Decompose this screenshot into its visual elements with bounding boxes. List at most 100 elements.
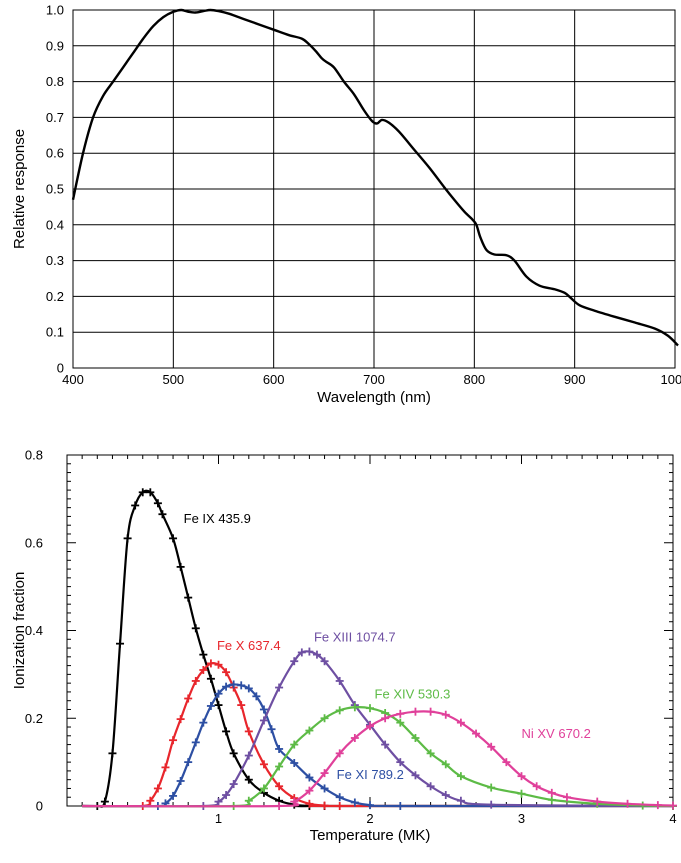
series-label-fe-ix: Fe IX 435.9 (184, 511, 251, 526)
data-point-marker (244, 727, 253, 736)
x-tick-label: 4 (669, 811, 676, 826)
data-point-marker (623, 799, 632, 808)
data-point-marker (146, 488, 155, 497)
data-point-marker (214, 797, 223, 806)
data-point-marker (502, 758, 511, 767)
response-y-axis-label: Relative response (11, 129, 28, 249)
data-point-marker (335, 793, 344, 802)
data-point-marker (487, 800, 496, 809)
data-point-marker (350, 733, 359, 742)
ionization-chart: 1 2 3 4 0 0.2 0.4 0.6 0.8 Fe IX 435.9 Fe X 637.4… (11, 448, 677, 844)
data-point-marker (176, 776, 185, 785)
data-point-marker (237, 681, 246, 690)
x-tick-label: 400 (62, 372, 84, 387)
data-point-marker (158, 510, 167, 519)
data-point-marker (441, 710, 450, 719)
data-point-marker (396, 758, 405, 767)
data-point-marker (335, 749, 344, 758)
data-point-marker (259, 784, 268, 793)
data-point-marker (290, 657, 299, 666)
data-point-marker (153, 784, 162, 793)
data-point-marker (305, 773, 314, 782)
data-point-marker (320, 801, 329, 810)
y-tick-label: 0.4 (25, 623, 43, 638)
data-point-marker (411, 707, 420, 716)
y-tick-label: 0.3 (46, 253, 64, 268)
data-point-marker (229, 749, 238, 758)
x-tick-label: 800 (463, 372, 485, 387)
data-point-marker (116, 639, 125, 648)
data-point-marker (244, 796, 253, 805)
x-tick-label: 1 (215, 811, 222, 826)
data-point-marker (381, 740, 390, 749)
data-point-marker (184, 694, 193, 703)
data-point-marker (252, 692, 261, 701)
response-grid (73, 10, 675, 368)
ionization-y-axis-label: Ionization fraction (11, 572, 28, 690)
data-point-marker (426, 749, 435, 758)
ionization-series (82, 488, 677, 810)
y-tick-label: 0.2 (46, 289, 64, 304)
data-point-marker (275, 683, 284, 692)
data-point-marker (350, 798, 359, 807)
data-point-marker (222, 668, 231, 677)
data-point-marker (381, 714, 390, 723)
data-point-marker (199, 665, 208, 674)
data-point-marker (366, 704, 374, 713)
y-tick-label: 0.8 (25, 448, 43, 463)
y-tick-label: 0.9 (46, 38, 64, 53)
data-point-marker (108, 749, 117, 758)
data-point-marker (214, 701, 223, 710)
data-point-marker (275, 782, 284, 791)
data-point-marker (290, 740, 299, 749)
data-point-marker (396, 802, 405, 810)
data-point-marker (441, 760, 450, 769)
data-point-marker (350, 703, 359, 712)
data-point-marker (275, 762, 284, 771)
data-point-marker (244, 775, 253, 784)
data-point-marker (456, 796, 465, 805)
data-point-marker (426, 707, 435, 716)
data-point-marker (153, 499, 162, 508)
x-tick-label: 700 (363, 372, 385, 387)
data-point-marker (206, 701, 215, 710)
response-x-axis-label: Wavelength (nm) (317, 389, 431, 406)
data-point-marker (396, 709, 405, 718)
response-series (71, 8, 679, 347)
data-point-marker (259, 705, 268, 714)
y-tick-label: 0.5 (46, 182, 64, 197)
data-point-marker (259, 760, 268, 769)
data-point-marker (562, 793, 571, 802)
data-point-marker (169, 736, 178, 745)
data-point-marker (161, 763, 170, 772)
data-point-marker (214, 660, 223, 669)
data-point-marker (456, 718, 465, 727)
data-point-marker (191, 676, 200, 685)
response-y-ticks: 0 0.1 0.2 0.3 0.4 0.5 0.6 0.7 0.8 0.9 1.0 (46, 3, 64, 376)
data-point-marker (305, 799, 314, 808)
y-tick-label: 0 (57, 361, 64, 376)
data-point-marker (593, 797, 602, 806)
ionization-curve (82, 650, 674, 808)
data-point-marker (191, 624, 200, 633)
data-point-marker (396, 718, 405, 727)
data-point-marker (335, 802, 344, 810)
data-point-marker (441, 791, 450, 800)
y-tick-label: 0 (36, 799, 43, 814)
data-point-marker (547, 795, 556, 804)
y-tick-label: 0.6 (25, 535, 43, 550)
data-point-marker (320, 657, 329, 666)
data-point-marker (131, 501, 140, 510)
data-point-marker (184, 593, 193, 602)
response-plot-frame (72, 9, 676, 369)
data-point-marker (206, 674, 215, 683)
y-tick-label: 0.1 (46, 325, 64, 340)
data-point-marker (244, 751, 253, 760)
data-point-marker (305, 726, 314, 735)
y-tick-label: 0.4 (46, 217, 64, 232)
data-point-marker (472, 729, 481, 738)
data-point-marker (176, 562, 185, 571)
series-label-ni-xv: Ni XV 670.2 (522, 726, 591, 741)
data-point-marker (146, 796, 155, 805)
